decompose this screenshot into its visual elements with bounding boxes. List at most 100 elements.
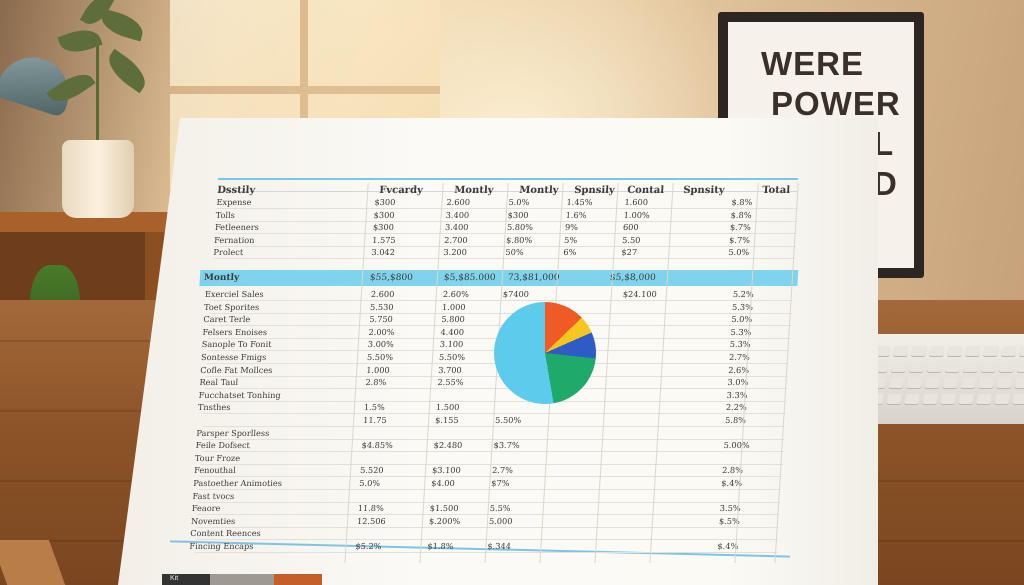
table-cell: $7% [491,478,510,488]
keyboard-key [940,394,956,404]
table-cell: 2.7% [491,465,514,476]
band-value: 73,$81,000 [507,273,560,283]
table-cell: $5.2% [355,541,382,551]
table-cell: 5.50% [366,352,394,362]
sheet-tab-strip: Kit [162,574,322,585]
table-cell: Sontesse Fmigs [200,352,267,362]
keyboard-key [890,362,907,372]
table-cell: $.200% [428,515,461,526]
table-cell: 3.700 [437,364,463,375]
table-cell: Cofle Fat Mollces [199,364,273,375]
table-cell: 3.400 [445,209,470,220]
keyboard-key [904,394,920,404]
table-cell: 1.600 [624,197,649,207]
table-cell: Fincing Encaps [189,541,254,551]
table-cell: 5.520 [359,465,384,476]
table-cell: 3.100 [439,339,464,350]
table-cell: $300 [372,222,395,232]
keyboard-key [944,362,961,372]
table-cell: Feaore [191,503,221,514]
keyboard-key [929,346,945,356]
keyboard-key [996,378,1013,388]
table-cell: Novemties [190,515,236,526]
table-cell: 5.800 [441,314,466,325]
table-cell: 2.60% [442,289,470,299]
table-cell: Parsper Sporlless [196,427,270,438]
table-cell: Fucchatset Tonhing [198,389,281,400]
table-cell: 1.500 [435,402,460,413]
table-cell: $3.100 [431,465,462,476]
keyboard-key [922,394,938,404]
monthly-band: Montly $55,$800 $5,$85.000 73,$81,000 $5… [199,270,799,286]
table-cell: 5.00% [723,440,750,451]
table-cell: 1.000 [365,364,391,375]
keyboard-key [958,394,974,404]
spreadsheet-printout: Dsstily Fvcardy Montly Montly Spnsily Contal S… [154,178,820,585]
table-cell: $300 [373,209,395,220]
keyboard-key [1014,378,1024,388]
table-cell: Feile Dofsect [195,440,251,451]
table-cell: 1.45% [566,197,593,207]
table-cell: 1.6% [565,209,587,220]
table-cell: $4.85% [361,440,394,451]
keyboard-key [1001,346,1017,356]
table-cell: Fetleeners [214,222,260,232]
table-cell: 5% [563,234,578,245]
column-header: Fvcardy [378,185,424,196]
table-cell: Tour Froze [194,452,241,463]
table-cell: Fenouthal [193,465,237,476]
table-cell: 1.575 [371,234,396,245]
band-value: $5,$8,000 [609,273,657,283]
table-cell: Toet Sporites [203,301,260,312]
table-cell: 3.042 [371,247,396,257]
keyboard-key [888,378,905,388]
table-cell: 2.600 [370,289,395,299]
table-cell: 3.00% [367,339,395,350]
table-cell: Sanople To Fonit [201,339,272,350]
table-cell: Content Reences [189,528,262,539]
table-cell: 12.506 [356,515,386,526]
table-cell: $1.8% [427,541,454,551]
table-cell: 5.530 [369,301,394,312]
table-cell: 2.00% [368,326,395,337]
table-cell: Tnsthes [197,402,231,413]
plant-stem [96,40,99,145]
column-header: Contal [626,185,665,196]
poster-line: POWER [771,85,901,122]
keyboard-key [962,362,979,372]
column-header: Montly [453,185,494,196]
table-cell: 2.55% [437,377,464,388]
column-header: Dsstily [216,185,256,196]
keyboard-key [924,378,941,388]
keyboard-key [908,362,925,372]
keyboard-key [886,394,902,404]
table-cell: 3.200 [443,247,468,257]
keyboard-key [998,362,1015,372]
table-cell: 11.8% [357,503,385,514]
keyboard-key [980,362,997,372]
table-cell: 9% [564,222,579,232]
keyboard-key [947,346,963,356]
poster-line: D [873,165,898,202]
keyboard-key [906,378,923,388]
table-cell: 3.400 [444,222,469,232]
keyboard-key [994,394,1010,404]
table-cell: $.80% [505,234,533,245]
column-header: Montly [518,185,559,196]
table-cell: $1.500 [429,503,459,514]
table-cell: Real Taul [199,377,239,388]
plant-pot [62,140,134,218]
column-header: Spnsity [682,185,725,196]
table-cell: Fernation [213,234,255,245]
table-cell: $.8% [730,209,752,220]
table-cell: Prolect [213,247,244,257]
sheet-tab-label: Kit [170,575,179,582]
table-cell: Caret Terle [203,314,251,325]
table-cell: 5.0% [359,478,381,488]
table-cell: $3.7% [493,440,520,451]
table-cell: $24.100 [622,289,658,299]
table-cell: Pastoether Animoties [193,478,283,488]
table-cell: 1.000 [441,301,466,312]
table-cell: $.8% [731,197,753,207]
